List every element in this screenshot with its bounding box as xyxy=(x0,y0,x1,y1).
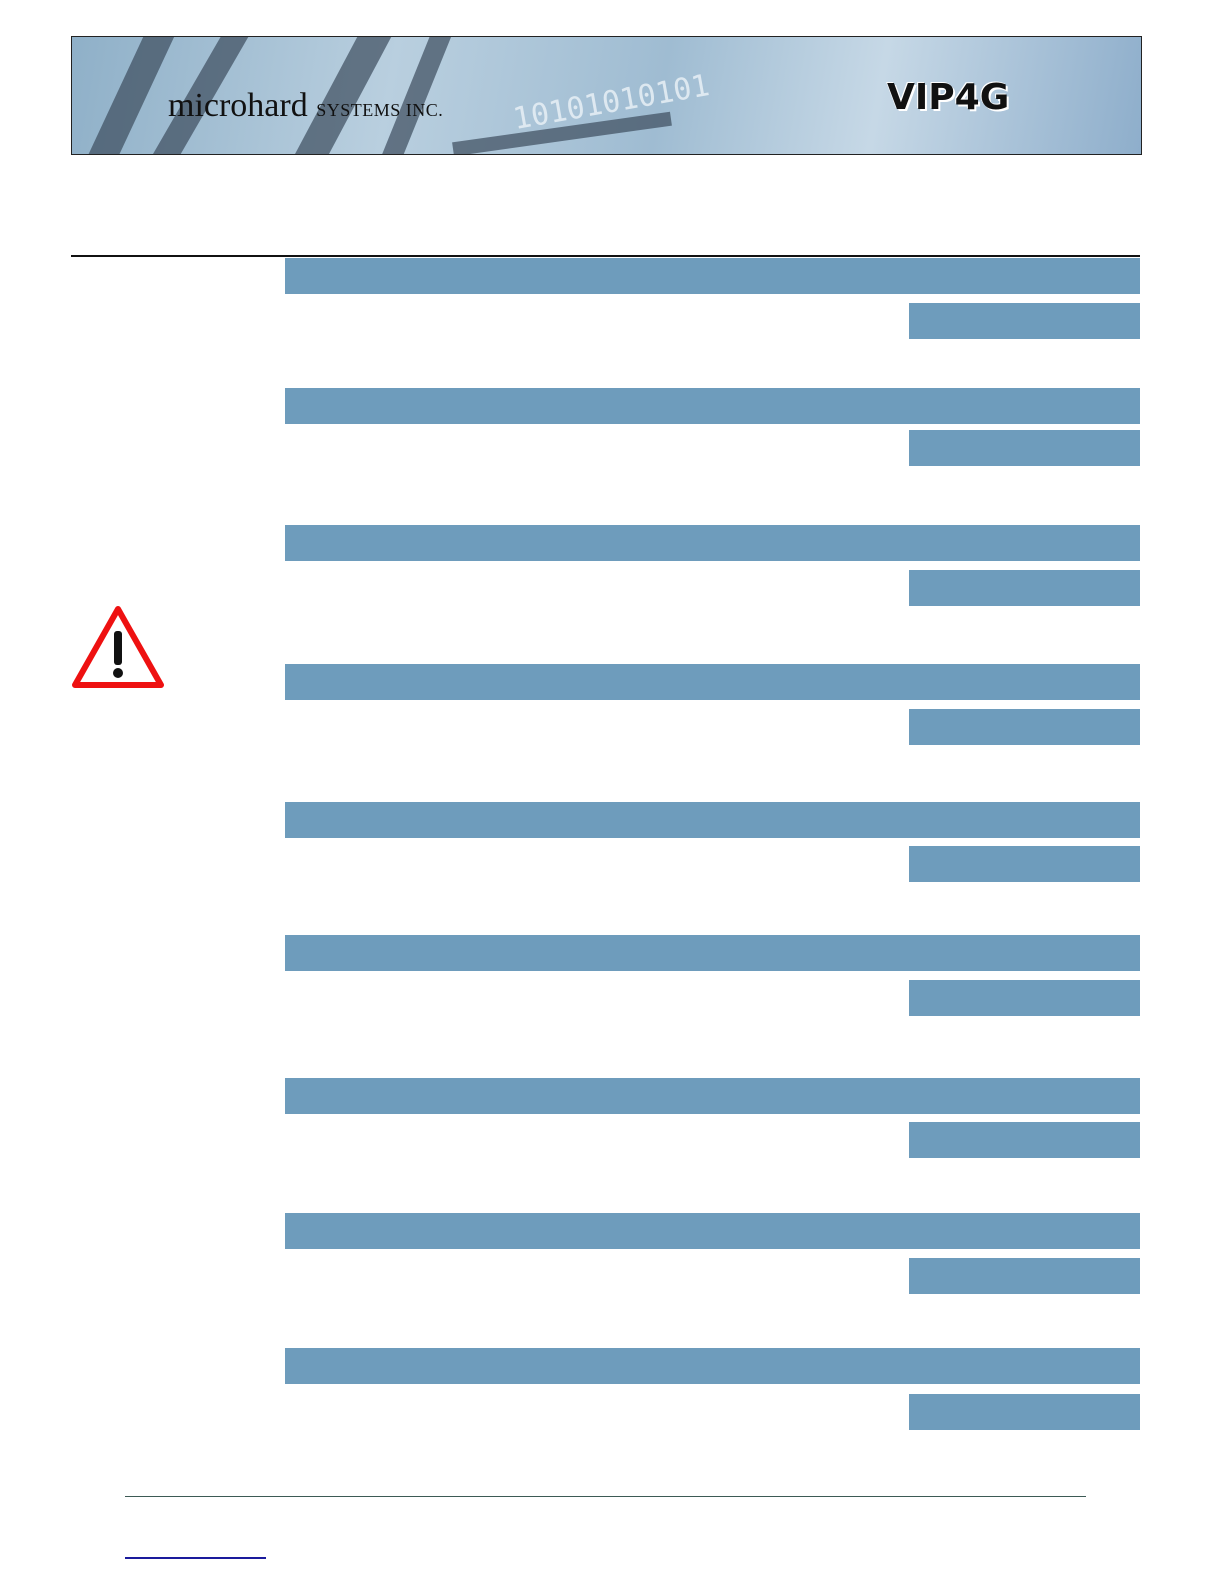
company-logo: microhard SYSTEMS INC. xyxy=(168,87,444,124)
section-header-bar xyxy=(285,1078,1140,1114)
footer-link[interactable] xyxy=(125,1557,266,1559)
section-header-bar xyxy=(285,1213,1140,1249)
section-header-bar xyxy=(285,525,1140,561)
section-tag-bar xyxy=(909,570,1140,606)
section-header-bar xyxy=(285,935,1140,971)
section-header-bar xyxy=(285,664,1140,700)
section-header-bar xyxy=(285,1348,1140,1384)
section-tag-bar xyxy=(909,980,1140,1016)
section-tag-bar xyxy=(909,1258,1140,1294)
section-header-bar xyxy=(285,802,1140,838)
footer-rule xyxy=(125,1496,1086,1497)
section-tag-bar xyxy=(909,303,1140,339)
product-name: VIP4G xyxy=(887,77,1010,118)
section-tag-bar xyxy=(909,1122,1140,1158)
header-banner: microhard SYSTEMS INC. 10101010101 VIP4G xyxy=(71,36,1142,155)
section-header-bar xyxy=(285,258,1140,294)
section-tag-bar xyxy=(909,709,1140,745)
section-tag-bar xyxy=(909,430,1140,466)
section-header-bar xyxy=(285,388,1140,424)
section-tag-bar xyxy=(909,846,1140,882)
warning-triangle-icon xyxy=(71,605,165,694)
section-tag-bar xyxy=(909,1394,1140,1430)
header-rule xyxy=(71,255,1140,257)
